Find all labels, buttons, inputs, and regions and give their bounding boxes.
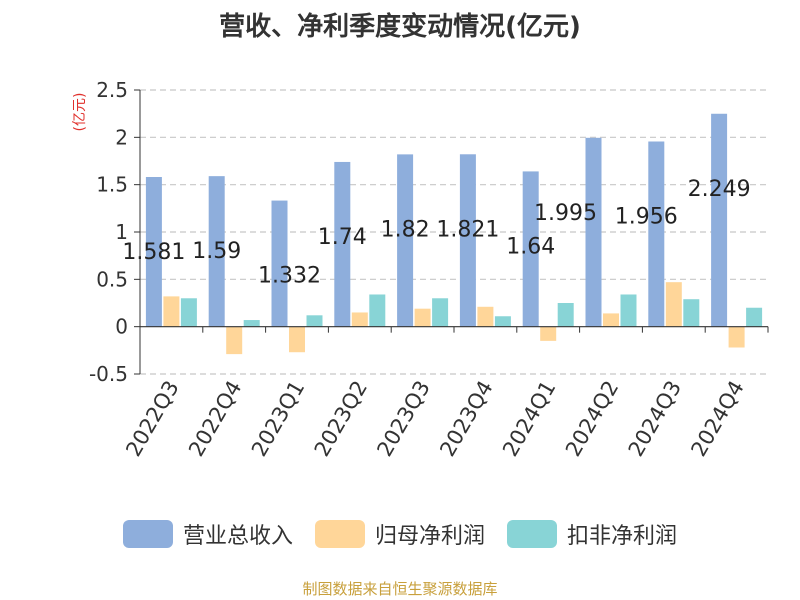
bar-net-profit <box>351 312 368 327</box>
x-tick-label: 2023Q3 <box>372 377 434 461</box>
data-label-revenue: 1.59 <box>192 239 241 264</box>
data-label-revenue: 1.82 <box>381 217 430 242</box>
bar-net-profit <box>477 306 494 327</box>
legend-item-net-profit[interactable]: 归母净利润 <box>314 518 485 550</box>
bar-net-profit <box>728 326 745 348</box>
bar-deducted-profit <box>494 316 511 327</box>
x-tick-label: 2024Q3 <box>624 377 686 461</box>
bar-deducted-profit <box>369 294 386 327</box>
bar-deducted-profit <box>557 303 574 327</box>
bar-revenue <box>648 141 665 327</box>
data-label-revenue: 1.956 <box>615 204 678 229</box>
bar-revenue <box>334 161 351 327</box>
bar-deducted-profit <box>180 298 197 327</box>
bar-deducted-profit <box>746 307 763 327</box>
bar-net-profit <box>603 313 619 327</box>
bar-revenue <box>145 176 162 327</box>
data-label-revenue: 1.74 <box>318 225 367 250</box>
chart-title: 营收、净利季度变动情况(亿元) <box>219 12 581 42</box>
x-tick-label: 2023Q1 <box>247 377 309 461</box>
bar-revenue <box>271 200 288 327</box>
x-tick-label: 2022Q4 <box>184 377 246 461</box>
bar-deducted-profit <box>683 299 700 327</box>
bar-revenue <box>711 113 728 327</box>
bar-net-profit <box>665 282 682 327</box>
data-label-revenue: 1.64 <box>506 234 555 259</box>
legend-item-deducted-profit[interactable]: 扣非净利润 <box>507 518 677 550</box>
legend-label-revenue: 营业总收入 <box>182 524 293 549</box>
y-axis-label: (亿元) <box>72 93 88 132</box>
data-label-revenue: 1.332 <box>258 264 321 289</box>
source-note: 制图数据来自恒生聚源数据库 <box>302 580 498 598</box>
y-tick-label: 1 <box>115 220 128 244</box>
data-label-revenue: 1.581 <box>122 240 185 265</box>
bar-net-profit <box>540 326 557 341</box>
data-label-revenue: 2.249 <box>688 177 751 202</box>
y-tick-label: 0.5 <box>96 267 128 291</box>
x-tick-label: 2024Q4 <box>686 377 748 461</box>
grid-layer <box>140 89 768 375</box>
data-label-revenue: 1.821 <box>436 217 499 242</box>
legend-label-deducted-profit: 扣非净利润 <box>567 524 678 549</box>
x-tick-label: 2024Q1 <box>498 377 560 461</box>
bar-revenue <box>397 154 414 327</box>
legend-item-revenue[interactable]: 营业总收入 <box>122 518 293 550</box>
x-tick-label: 2023Q2 <box>310 377 372 461</box>
y-tick-label: 0 <box>115 315 128 339</box>
bar-layer <box>145 113 763 355</box>
y-tick-label: -0.5 <box>89 362 128 386</box>
legend-swatch-deducted-profit <box>507 520 557 548</box>
data-label-revenue: 1.995 <box>534 201 597 226</box>
x-tick-label: 2023Q4 <box>435 377 497 461</box>
x-tick-label: 2022Q3 <box>121 377 183 461</box>
legend-swatch-net-profit <box>314 520 365 548</box>
y-tick-label: 2 <box>115 125 128 149</box>
bar-revenue <box>208 176 225 327</box>
x-tick-label: 2024Q2 <box>561 377 623 461</box>
bar-net-profit <box>414 308 431 327</box>
bar-deducted-profit <box>243 320 260 327</box>
y-tick-label: 1.5 <box>96 173 128 197</box>
bar-revenue <box>522 171 539 327</box>
bar-deducted-profit <box>306 315 323 327</box>
bar-net-profit <box>226 326 243 355</box>
bar-net-profit <box>289 326 305 353</box>
bar-net-profit <box>163 296 180 327</box>
bar-deducted-profit <box>432 298 449 327</box>
bar-revenue <box>585 137 602 327</box>
label-layer: 1.581 1.59 1.332 1.74 1.82 1.821 1.64 1.995 1.95… <box>122 177 750 289</box>
legend-label-net-profit: 归母净利润 <box>374 524 485 549</box>
bar-revenue <box>459 154 476 327</box>
y-tick-label: 2.5 <box>96 78 128 102</box>
bar-deducted-profit <box>620 294 637 327</box>
legend: 营业总收入 归母净利润 扣非净利润 <box>0 518 800 550</box>
legend-swatch-revenue <box>122 520 173 548</box>
